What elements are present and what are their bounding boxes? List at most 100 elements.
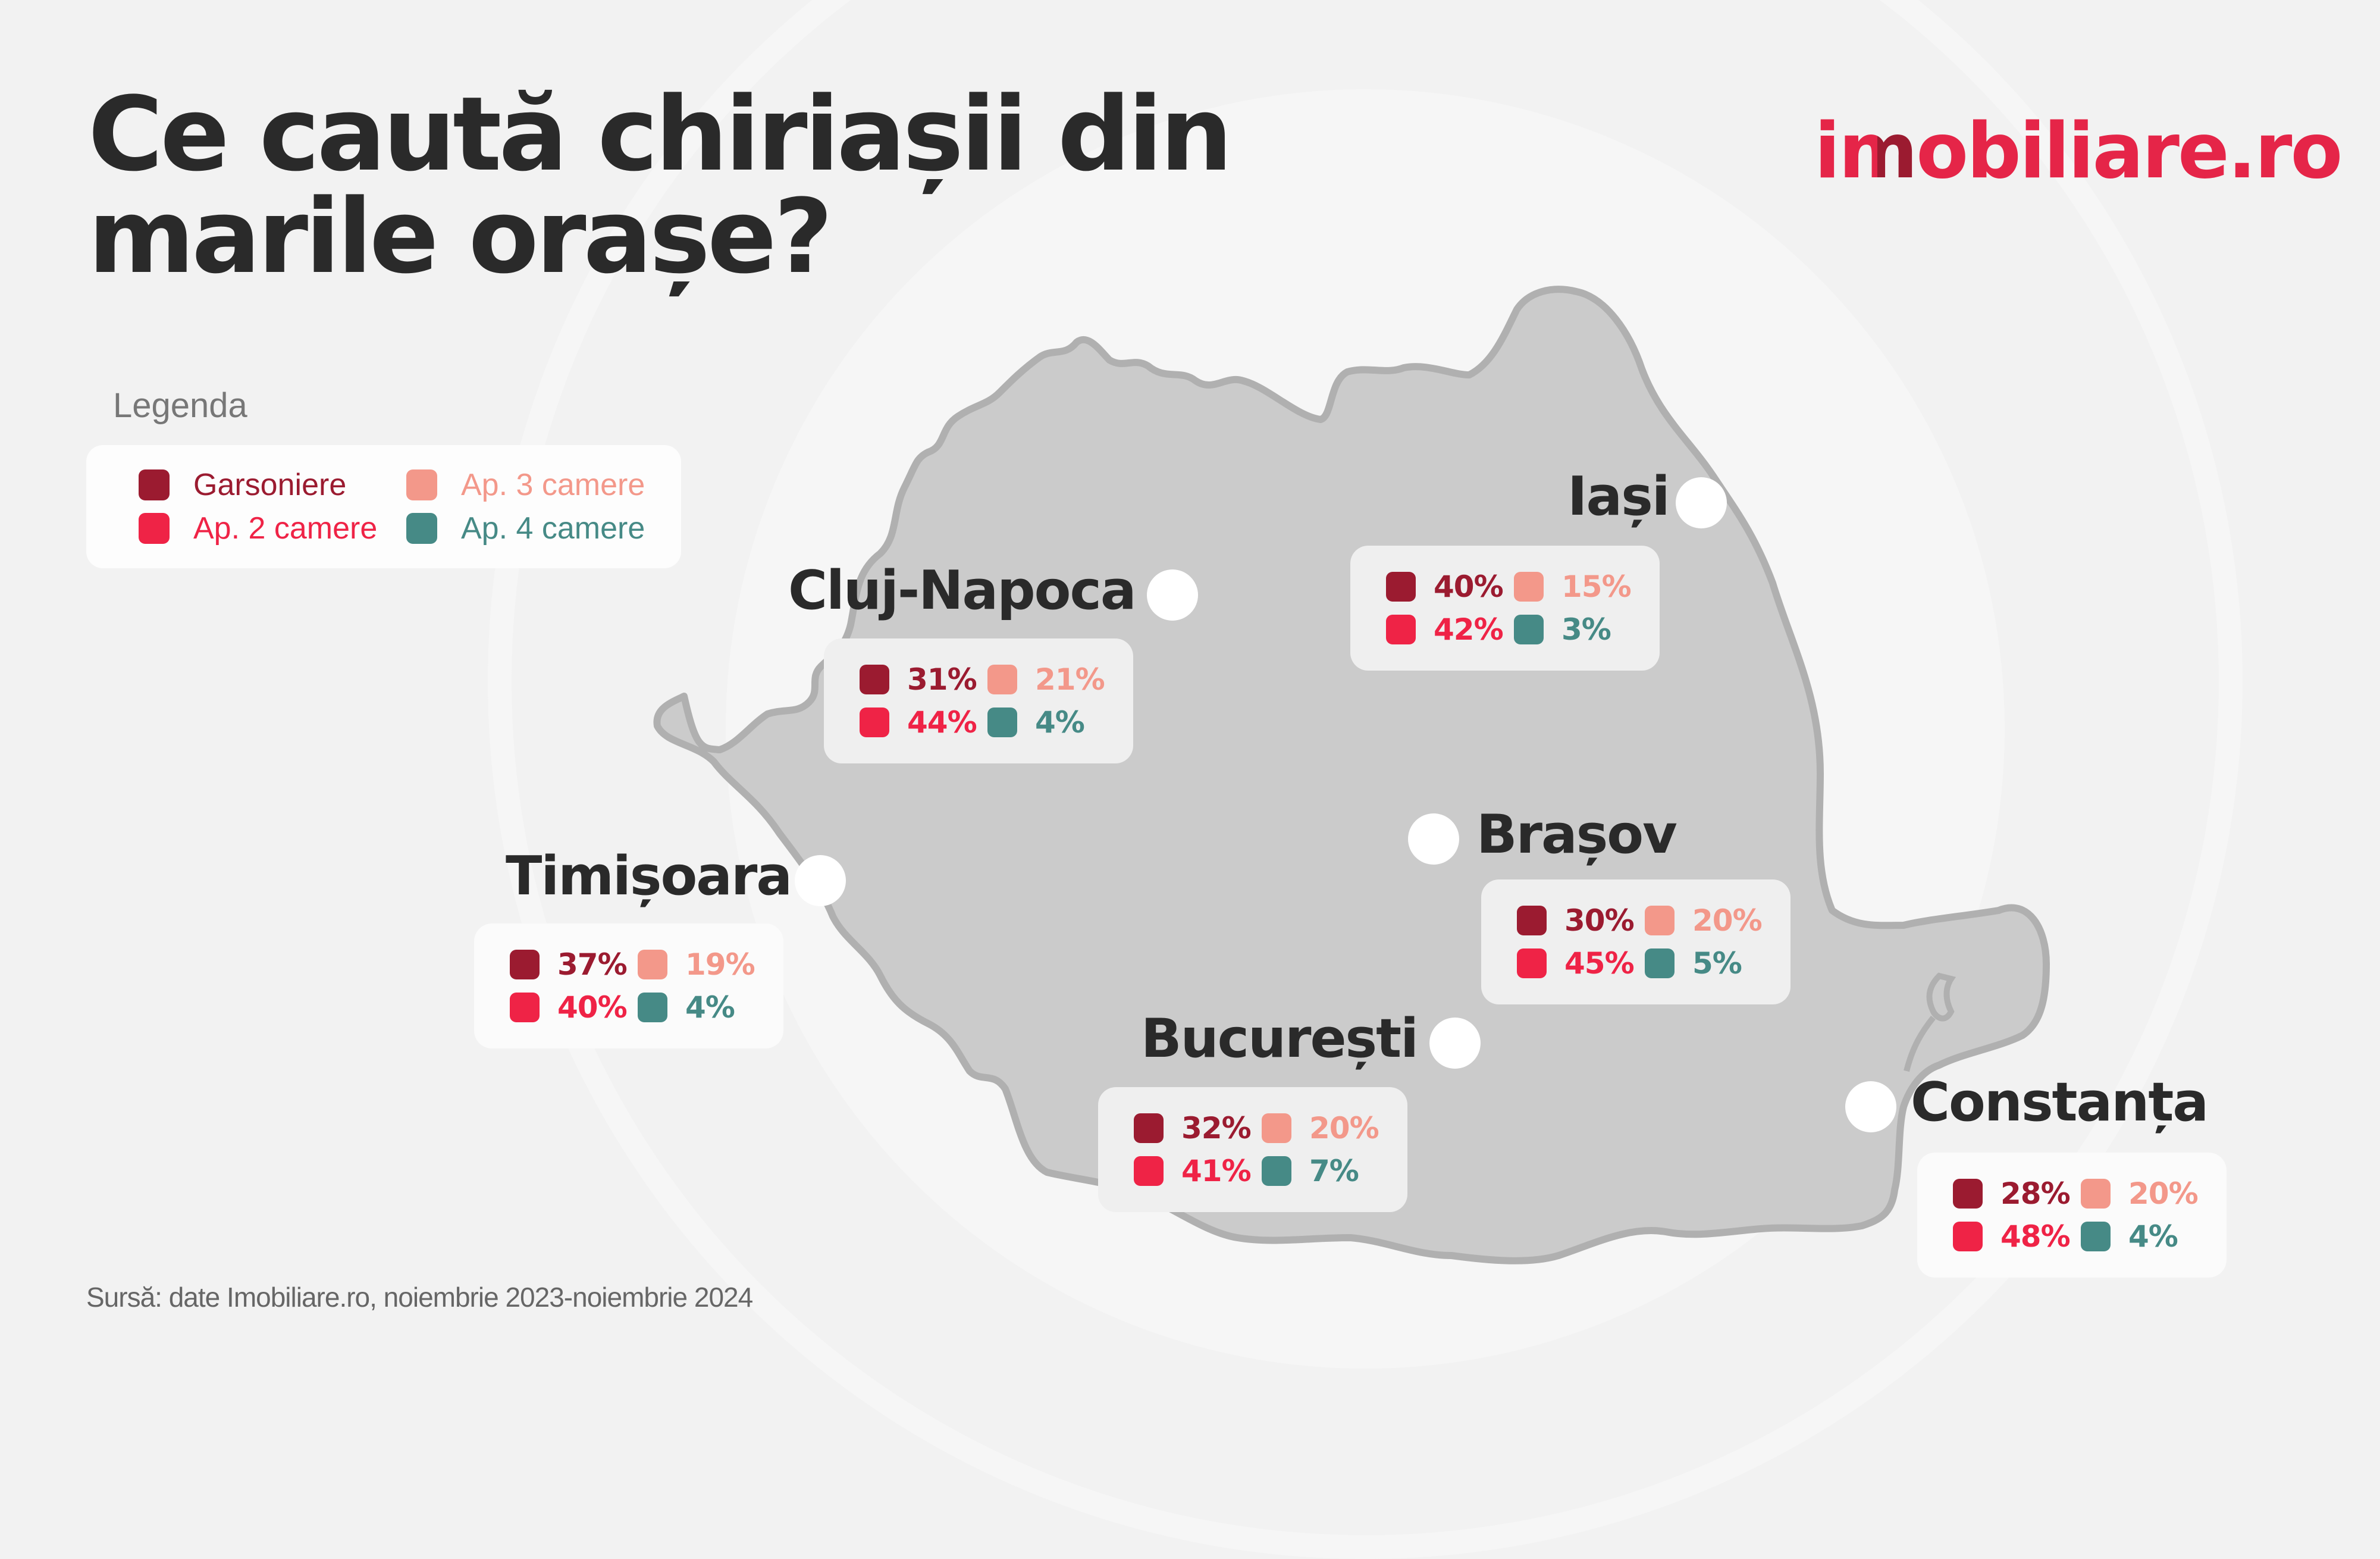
swatch-ap4-icon	[1645, 948, 1675, 978]
stat-value: 4%	[685, 990, 735, 1025]
stat-value: 15%	[1561, 569, 1632, 604]
page-title: Ce caută chiriașii din marile orașe?	[88, 74, 1233, 296]
stat-value: 45%	[1564, 946, 1635, 981]
stat-ap3: 20%	[1262, 1111, 1379, 1145]
title-line-1: Ce caută chiriașii din	[88, 74, 1233, 194]
stat-value: 31%	[907, 662, 977, 697]
legend-item-label: Ap. 2 camere	[193, 511, 378, 546]
stat-value: 5%	[1692, 946, 1742, 981]
imobiliare-logo[interactable]: imobiliare.ro	[1814, 107, 2343, 196]
stat-ap2: 48%	[1953, 1219, 2071, 1254]
swatch-ap4-icon	[638, 993, 667, 1022]
logo-rest: obiliare.ro	[1916, 107, 2343, 196]
stat-ap2: 41%	[1134, 1154, 1252, 1188]
stat-ap4: 4%	[2081, 1219, 2178, 1254]
city-marker-iasi[interactable]	[1676, 477, 1727, 528]
swatch-ap2-icon	[510, 993, 540, 1022]
stat-value: 42%	[1434, 612, 1504, 647]
legend-item-label: Ap. 4 camere	[461, 511, 645, 546]
city-stats-cluj: 31% 44% 21% 4%	[824, 638, 1133, 763]
stat-value: 32%	[1181, 1111, 1252, 1145]
stat-value: 7%	[1309, 1154, 1359, 1188]
legend-box: Garsoniere Ap. 2 camere Ap. 3 camere Ap.…	[86, 445, 681, 568]
stat-value: 30%	[1564, 903, 1635, 938]
swatch-garsoniere-icon	[510, 950, 540, 979]
stat-value: 40%	[557, 990, 628, 1025]
stat-ap2: 42%	[1386, 612, 1504, 647]
city-marker-constanta[interactable]	[1845, 1081, 1896, 1132]
stat-value: 19%	[685, 947, 755, 982]
swatch-ap3-icon	[1645, 906, 1675, 935]
swatch-garsoniere-icon	[1517, 906, 1547, 935]
stat-ap3: 15%	[1514, 569, 1632, 604]
swatch-ap3-icon	[406, 469, 437, 500]
swatch-garsoniere-icon	[139, 469, 170, 500]
stat-value: 3%	[1561, 612, 1611, 647]
swatch-garsoniere-icon	[1386, 572, 1416, 602]
swatch-ap2-icon	[1517, 948, 1547, 978]
legend-item-ap3: Ap. 3 camere	[406, 467, 645, 503]
stat-garsoniere: 30%	[1517, 903, 1635, 938]
swatch-ap3-icon	[1514, 572, 1544, 602]
city-name-brasov: Brașov	[1476, 803, 1677, 866]
swatch-garsoniere-icon	[1134, 1113, 1164, 1143]
stat-ap4: 5%	[1645, 946, 1742, 981]
swatch-ap4-icon	[1262, 1156, 1291, 1186]
stat-garsoniere: 40%	[1386, 569, 1504, 604]
romania-outline	[653, 286, 2050, 1264]
swatch-ap3-icon	[1262, 1113, 1291, 1143]
city-name-iasi: Iași	[1567, 465, 1670, 528]
swatch-ap2-icon	[1134, 1156, 1164, 1186]
swatch-ap4-icon	[406, 513, 437, 544]
swatch-ap4-icon	[1514, 615, 1544, 644]
city-stats-bucuresti: 32% 41% 20% 7%	[1098, 1087, 1407, 1212]
swatch-ap3-icon	[2081, 1179, 2111, 1209]
legend-item-label: Garsoniere	[193, 468, 347, 502]
logo-prefix: i	[1814, 107, 1840, 196]
stat-garsoniere: 37%	[510, 947, 628, 982]
swatch-ap4-icon	[2081, 1222, 2111, 1251]
swatch-ap2-icon	[1953, 1222, 1983, 1251]
legend-item-ap4: Ap. 4 camere	[406, 511, 645, 546]
swatch-garsoniere-icon	[1953, 1179, 1983, 1209]
stat-value: 44%	[907, 705, 977, 740]
stat-ap3: 20%	[1645, 903, 1763, 938]
city-marker-cluj[interactable]	[1147, 569, 1198, 621]
city-marker-bucuresti[interactable]	[1429, 1018, 1481, 1069]
stat-value: 20%	[2128, 1176, 2199, 1211]
stat-ap3: 20%	[2081, 1176, 2199, 1211]
danube-delta-outline	[1904, 972, 1956, 1072]
stat-value: 37%	[557, 947, 628, 982]
swatch-garsoniere-icon	[860, 665, 889, 694]
stat-ap4: 7%	[1262, 1154, 1359, 1188]
stat-ap4: 3%	[1514, 612, 1611, 647]
city-stats-timisoara: 37% 40% 19% 4%	[474, 923, 783, 1048]
stat-ap3: 19%	[638, 947, 755, 982]
house-icon: m	[1838, 107, 1918, 196]
city-name-timisoara: Timișoara	[506, 845, 792, 907]
romania-map	[653, 286, 2050, 1264]
swatch-ap3-icon	[638, 950, 667, 979]
stat-value: 40%	[1434, 569, 1504, 604]
city-marker-brasov[interactable]	[1408, 813, 1459, 865]
city-stats-iasi: 40% 42% 15% 3%	[1350, 546, 1660, 671]
swatch-ap2-icon	[1386, 615, 1416, 644]
stat-garsoniere: 32%	[1134, 1111, 1252, 1145]
legend-label: Legenda	[113, 386, 247, 425]
city-marker-timisoara[interactable]	[795, 855, 846, 906]
city-stats-constanta: 28% 48% 20% 4%	[1917, 1153, 2227, 1278]
stat-value: 4%	[2128, 1219, 2178, 1254]
legend-item-ap2: Ap. 2 camere	[139, 511, 377, 546]
title-line-2: marile orașe?	[88, 177, 833, 296]
swatch-ap2-icon	[139, 513, 170, 544]
city-name-constanta: Constanța	[1911, 1071, 2209, 1134]
stat-ap2: 44%	[860, 705, 977, 740]
city-stats-brasov: 30% 45% 20% 5%	[1481, 879, 1791, 1004]
swatch-ap2-icon	[860, 708, 889, 737]
stat-ap2: 40%	[510, 990, 628, 1025]
legend-item-label: Ap. 3 camere	[461, 468, 645, 502]
stat-value: 20%	[1309, 1111, 1379, 1145]
stat-value: 21%	[1035, 662, 1105, 697]
stat-ap4: 4%	[638, 990, 735, 1025]
stat-value: 4%	[1035, 705, 1085, 740]
